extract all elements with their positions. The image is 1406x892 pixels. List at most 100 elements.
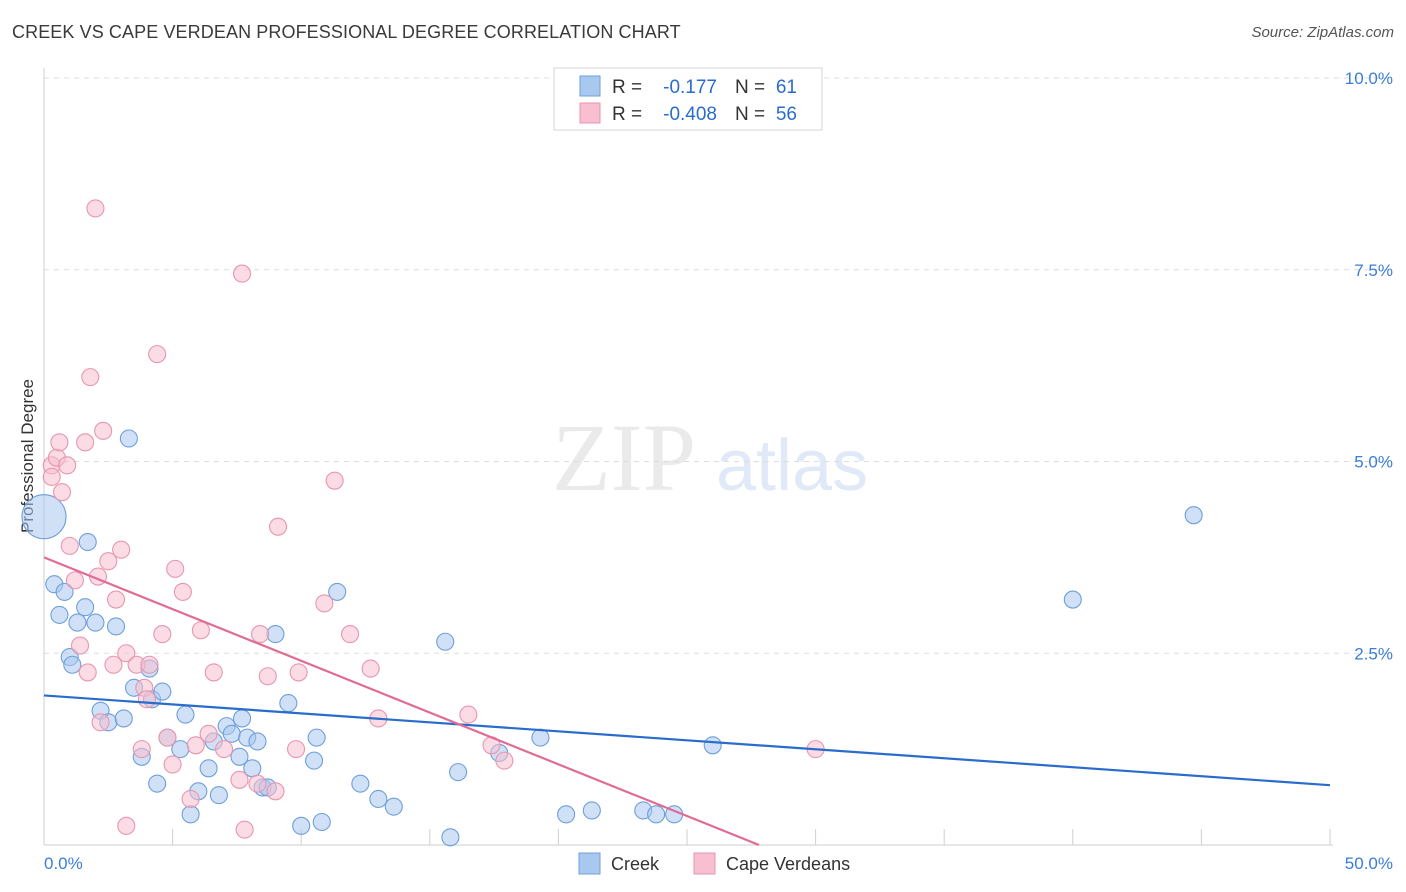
creek-point [351, 774, 370, 793]
creek-point [68, 613, 87, 632]
creek-point [582, 801, 601, 820]
y-tick-label: 5.0% [1354, 453, 1393, 472]
bottom-legend-label-cape-verdeans: Cape Verdeans [726, 854, 850, 874]
cape-verdeans-point [112, 540, 131, 559]
cape-verdeans-point [266, 782, 285, 801]
creek-point [153, 682, 172, 701]
creek-point [114, 709, 133, 728]
x-tick-label-max: 50.0% [1345, 854, 1393, 873]
creek-point [1063, 590, 1082, 609]
creek-point [222, 724, 241, 743]
cape-verdeans-point [325, 471, 344, 490]
cape-verdeans-point [258, 667, 277, 686]
cape-verdeans-point [186, 736, 205, 755]
creek-point [76, 598, 95, 617]
legend-swatch-creek [579, 75, 601, 97]
creek-point [436, 632, 455, 651]
axes [43, 68, 1333, 846]
creek-point [305, 751, 324, 770]
cape-verdeans-point [248, 774, 267, 793]
legend-n-label-cape-verdeans: N = [735, 104, 765, 125]
cape-verdeans-point [58, 456, 77, 475]
cape-verdeans-point [76, 433, 95, 452]
legend-r-label-creek: R = [612, 77, 642, 98]
creek-point [50, 605, 69, 624]
legend-swatch-cape-verdeans [579, 102, 601, 124]
bottom-legend-label-creek: Creek [611, 854, 660, 874]
creek-point [148, 774, 167, 793]
cape-verdeans-point [50, 433, 69, 452]
cape-verdeans-point [315, 594, 334, 613]
cape-verdeans-point [65, 571, 84, 590]
cape-verdeans-point [81, 368, 100, 387]
legend-r-value-cape-verdeans: -0.408 [663, 104, 717, 125]
bottom-legend-swatch-cape-verdeans [693, 852, 716, 875]
cape-verdeans-point [230, 770, 249, 789]
cape-verdeans-point [341, 625, 360, 644]
y-tick-label: 7.5% [1354, 261, 1393, 280]
cape-verdeans-point [204, 663, 223, 682]
cape-verdeans-point [148, 345, 167, 364]
cape-verdeans-point [91, 713, 110, 732]
creek-point [441, 828, 460, 847]
y-tick-label: 10.0% [1345, 69, 1393, 88]
cape-verdeans-trend-line [43, 556, 760, 847]
cape-verdeans-point [104, 655, 123, 674]
cape-verdeans-point [214, 740, 234, 759]
creek-point [199, 759, 218, 778]
cape-verdeans-point [78, 663, 97, 682]
creek-point [78, 532, 97, 552]
cape-verdeans-point [117, 644, 136, 663]
cape-verdeans-point [70, 636, 90, 655]
cape-verdeans-point [117, 816, 136, 835]
series-legend: Creek Cape Verdeans [578, 852, 850, 875]
x-tick-marks [172, 829, 1331, 845]
y-tick-labels: 2.5% 5.0% 7.5% 10.0% [1345, 69, 1393, 663]
cape-verdeans-point [86, 199, 105, 218]
bottom-legend-swatch-creek [578, 852, 601, 875]
cape-verdeans-point [235, 820, 254, 839]
creek-point [307, 728, 326, 747]
cape-verdeans-point [94, 421, 113, 440]
creek-point [106, 617, 126, 636]
watermark-zip: ZIP [552, 404, 696, 511]
cape-verdeans-point [232, 264, 252, 283]
trend-lines [43, 556, 1331, 847]
creek-point [266, 625, 285, 644]
cape-verdeans-point [199, 724, 218, 743]
creek-point [328, 582, 347, 601]
y-tick-label: 2.5% [1354, 644, 1393, 663]
gridlines [44, 77, 1393, 654]
cape-verdeans-point [191, 621, 210, 640]
cape-verdeans-point [137, 690, 156, 709]
cape-verdeans-point [289, 663, 308, 682]
creek-point [230, 747, 249, 766]
creek-trend-line [43, 694, 1331, 787]
creek-point [248, 732, 267, 751]
cape-verdeans-point [60, 536, 79, 555]
cape-verdeans-point [99, 552, 118, 571]
y-axis-label: Professional Degree [18, 379, 37, 533]
cape-verdeans-point [158, 728, 177, 747]
cape-verdeans-point [166, 559, 185, 578]
creek-point [384, 797, 403, 816]
cape-verdeans-point [181, 789, 200, 809]
creek-point [181, 805, 200, 824]
cape-verdeans-point [459, 705, 478, 724]
cape-verdeans-point [173, 582, 192, 601]
series-creek-points [21, 429, 1203, 847]
series-cape-verdeans-points [42, 199, 825, 839]
creek-point [531, 728, 550, 747]
watermark-atlas: atlas [716, 426, 868, 506]
legend-n-value-cape-verdeans: 56 [776, 104, 797, 125]
legend-r-value-creek: -0.177 [663, 77, 717, 98]
cape-verdeans-point [153, 625, 172, 644]
cape-verdeans-point [269, 517, 288, 536]
source-label: Source: ZipAtlas.com [1251, 24, 1394, 41]
cape-verdeans-point [250, 625, 270, 644]
cape-verdeans-point [106, 590, 126, 609]
creek-point [292, 816, 311, 835]
creek-point [119, 429, 138, 448]
creek-point [1184, 506, 1203, 525]
